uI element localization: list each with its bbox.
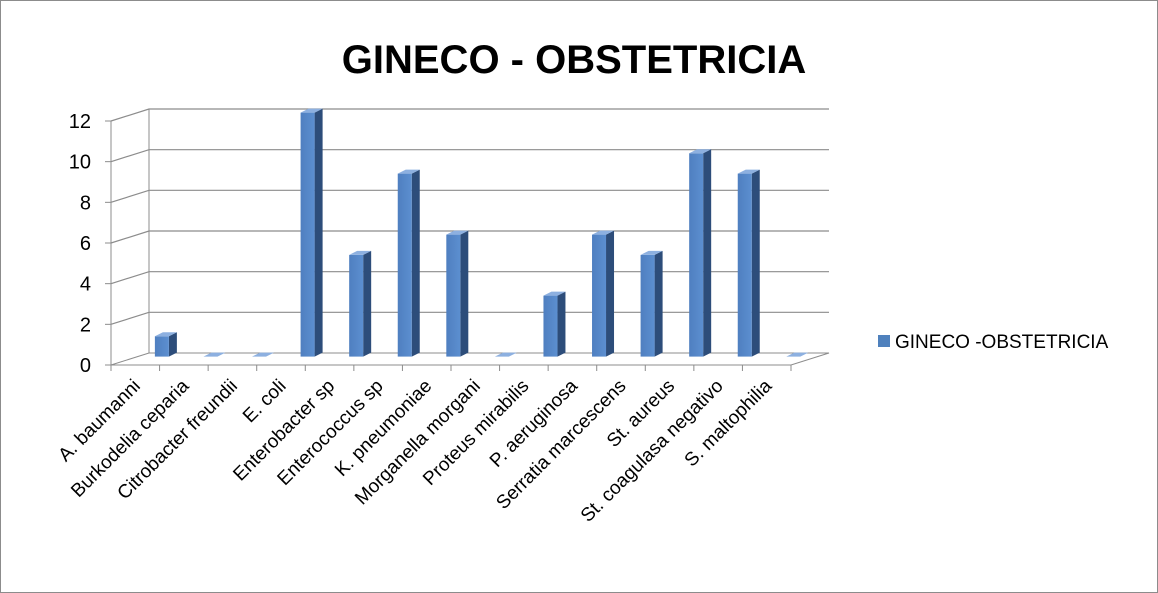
bar [349, 250, 372, 357]
gridline [110, 311, 829, 325]
bar-top [203, 352, 226, 357]
bar [300, 108, 323, 357]
bar-side [751, 169, 760, 357]
bar-front [689, 153, 704, 357]
bar-front [300, 112, 315, 357]
bar-top [640, 250, 663, 255]
bar-top [446, 230, 469, 235]
bar-top [252, 352, 275, 357]
bar-front [154, 336, 169, 357]
bar-side [557, 291, 566, 357]
bar-top [737, 169, 760, 174]
bar-side [168, 332, 177, 357]
bar [640, 250, 663, 357]
gridline [110, 271, 829, 285]
bar-front [446, 234, 461, 357]
bar-top [592, 230, 615, 235]
bar [592, 230, 615, 357]
y-tick-label: 12 [69, 111, 91, 133]
bar [203, 352, 226, 357]
bar-side [363, 250, 372, 357]
bar-side [654, 250, 663, 357]
y-tick-label: 10 [69, 152, 91, 174]
bar [397, 169, 420, 357]
bar-side [606, 230, 615, 357]
bar [689, 149, 712, 357]
legend: GINECO -OBSTETRICIA [878, 332, 1109, 353]
bar-top [786, 352, 809, 357]
bar [737, 169, 760, 357]
y-tick-label: 2 [80, 314, 91, 336]
bar-front [640, 254, 655, 357]
bar-front [592, 234, 607, 357]
gridline [110, 149, 829, 163]
bar-top [397, 169, 420, 174]
bars [154, 108, 809, 357]
bar-front [397, 173, 412, 357]
x-tick-label: S. maltophilia [681, 375, 777, 471]
gridline [110, 189, 829, 203]
bar [786, 352, 809, 357]
bar [154, 332, 177, 357]
bar [252, 352, 275, 357]
bar-top [300, 108, 323, 113]
bar-top [494, 352, 517, 357]
bar [446, 230, 469, 357]
bar-side [411, 169, 420, 357]
bar-top [154, 332, 177, 337]
gridline [110, 108, 829, 122]
y-tick-label: 8 [80, 192, 91, 214]
legend-swatch [878, 335, 890, 347]
bar-side [703, 149, 712, 357]
bar-top [689, 149, 712, 154]
bar-top [543, 291, 566, 296]
bar-front [737, 173, 752, 357]
y-tick-label: 4 [80, 274, 91, 296]
legend-entry: GINECO -OBSTETRICIA [895, 332, 1109, 353]
bar-front [543, 295, 558, 357]
chart-title: GINECO - OBSTETRICIA [342, 38, 806, 82]
bar [494, 352, 517, 357]
bar-top [349, 250, 372, 255]
y-tick-label: 6 [80, 233, 91, 255]
gridline [110, 230, 829, 244]
bar-side [460, 230, 469, 357]
bar [543, 291, 566, 357]
bar-front [349, 254, 364, 357]
y-tick-label: 0 [80, 355, 91, 377]
gridlines [110, 108, 829, 325]
bar-side [314, 108, 323, 357]
